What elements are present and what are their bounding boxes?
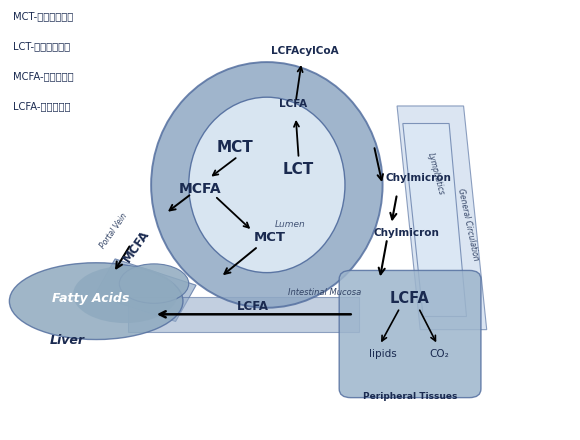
- Ellipse shape: [9, 263, 183, 340]
- Text: MCFA-中链脂肪酸: MCFA-中链脂肪酸: [13, 71, 74, 81]
- Text: Portal Vein: Portal Vein: [98, 212, 129, 250]
- FancyArrowPatch shape: [294, 122, 299, 156]
- Text: LCT: LCT: [283, 162, 314, 177]
- Polygon shape: [95, 259, 196, 322]
- Polygon shape: [403, 124, 466, 316]
- FancyArrowPatch shape: [375, 148, 383, 180]
- FancyBboxPatch shape: [339, 271, 481, 398]
- Text: lipids: lipids: [369, 349, 397, 359]
- Text: MCFA: MCFA: [179, 182, 222, 196]
- FancyArrowPatch shape: [296, 67, 303, 99]
- Text: LCFA-长链脂肪酸: LCFA-长链脂肪酸: [13, 101, 71, 111]
- Text: CO₂: CO₂: [429, 349, 449, 359]
- FancyArrowPatch shape: [390, 196, 397, 220]
- Text: LCFA: LCFA: [279, 99, 307, 109]
- FancyArrowPatch shape: [224, 248, 256, 274]
- Text: MCT: MCT: [217, 140, 253, 155]
- Text: Chylmicron: Chylmicron: [386, 173, 451, 183]
- Ellipse shape: [73, 266, 177, 323]
- Text: Lymphatics: Lymphatics: [426, 152, 446, 196]
- FancyArrowPatch shape: [160, 311, 351, 317]
- Text: LCT-长链甘油三酯: LCT-长链甘油三酯: [13, 41, 71, 51]
- Ellipse shape: [188, 97, 345, 273]
- Text: LCFA: LCFA: [237, 301, 269, 313]
- Ellipse shape: [151, 62, 383, 308]
- Text: General Circulation: General Circulation: [456, 187, 480, 261]
- FancyArrowPatch shape: [116, 246, 129, 268]
- Text: Fatty Acids: Fatty Acids: [52, 293, 129, 305]
- Ellipse shape: [119, 264, 188, 303]
- Polygon shape: [128, 297, 360, 332]
- FancyArrowPatch shape: [379, 241, 387, 274]
- Text: Chylmicron: Chylmicron: [374, 228, 440, 238]
- Text: MCT: MCT: [253, 231, 286, 244]
- Text: MCFA: MCFA: [121, 228, 153, 265]
- FancyArrowPatch shape: [169, 195, 190, 210]
- Text: Peripheral Tissues: Peripheral Tissues: [362, 392, 457, 401]
- Text: MCT-中链甘油三酯: MCT-中链甘油三酯: [13, 11, 74, 22]
- Text: Lumen: Lumen: [274, 220, 306, 229]
- Text: LCFAcylCoA: LCFAcylCoA: [271, 46, 338, 56]
- Text: Intestinal Mucosa: Intestinal Mucosa: [288, 288, 361, 297]
- FancyArrowPatch shape: [213, 158, 235, 176]
- Text: LCFA: LCFA: [390, 291, 430, 306]
- Polygon shape: [397, 106, 487, 330]
- FancyArrowPatch shape: [217, 198, 249, 227]
- FancyArrowPatch shape: [420, 310, 436, 341]
- Text: Liver: Liver: [50, 334, 85, 347]
- FancyArrowPatch shape: [382, 310, 398, 341]
